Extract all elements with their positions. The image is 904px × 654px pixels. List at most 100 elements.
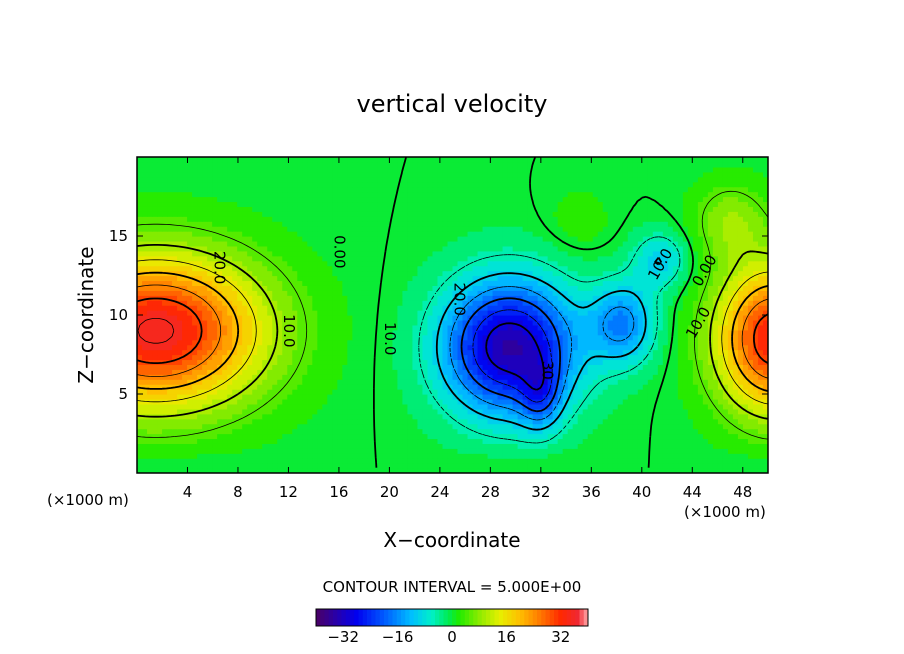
field-cell: [462, 428, 469, 435]
field-cell: [267, 403, 273, 410]
field-cell: [727, 359, 734, 365]
field-cell: [522, 349, 529, 356]
field-cell: [377, 403, 383, 410]
field-cell: [297, 403, 303, 410]
field-cell: [332, 369, 338, 375]
field-cell: [672, 389, 679, 395]
field-cell: [222, 349, 228, 356]
field-cell: [192, 354, 198, 361]
field-cell: [187, 443, 193, 449]
field-cell: [332, 458, 338, 464]
field-cell: [757, 423, 764, 430]
field-cell: [397, 300, 404, 306]
field-cell: [537, 423, 544, 430]
field-cell: [557, 468, 564, 473]
field-cell: [657, 398, 664, 405]
field-cell: [757, 468, 764, 473]
field-cell: [747, 285, 754, 291]
field-cell: [512, 319, 519, 326]
field-cell: [592, 295, 599, 301]
field-cell: [252, 300, 258, 306]
field-cell: [262, 458, 268, 464]
field-cell: [387, 275, 394, 282]
field-cell: [482, 418, 489, 425]
field-cell: [197, 394, 203, 400]
field-cell: [527, 433, 534, 440]
field-cell: [612, 428, 619, 435]
field-cell: [757, 448, 764, 454]
field-cell: [292, 315, 298, 321]
field-cell: [227, 438, 233, 444]
field-cell: [392, 369, 399, 375]
field-cell: [407, 403, 414, 410]
field-cell: [342, 418, 348, 425]
field-cell: [402, 418, 409, 425]
field-cell: [162, 295, 168, 301]
field-cell: [552, 359, 559, 365]
field-cell: [147, 403, 153, 410]
field-cell: [492, 319, 499, 326]
field-cell: [202, 339, 208, 346]
field-cell: [742, 334, 749, 341]
field-cell: [547, 453, 554, 459]
field-cell: [657, 300, 664, 306]
field-cell: [662, 334, 669, 341]
field-cell: [142, 339, 148, 346]
field-cell: [322, 300, 328, 306]
field-cell: [737, 339, 744, 346]
field-cell: [287, 448, 293, 454]
field-cell: [577, 300, 584, 306]
field-cell: [507, 413, 514, 420]
field-cell: [462, 295, 469, 301]
field-cell: [297, 374, 303, 380]
field-cell: [347, 300, 353, 306]
field-cell: [312, 428, 318, 435]
field-cell: [147, 428, 153, 435]
field-cell: [432, 295, 439, 301]
field-cell: [622, 319, 629, 326]
field-cell: [402, 354, 409, 361]
field-cell: [492, 354, 499, 361]
field-cell: [202, 369, 208, 375]
field-cell: [762, 394, 768, 400]
field-cell: [387, 374, 394, 380]
field-cell: [737, 418, 744, 425]
field-cell: [602, 359, 609, 365]
field-cell: [437, 398, 444, 405]
field-cell: [442, 374, 449, 380]
field-cell: [257, 295, 263, 301]
field-cell: [327, 468, 333, 473]
field-cell: [197, 433, 203, 440]
field-cell: [177, 374, 183, 380]
field-cell: [287, 398, 293, 405]
field-cell: [312, 364, 318, 370]
field-cell: [652, 280, 659, 286]
field-cell: [372, 468, 378, 473]
field-cell: [547, 339, 554, 346]
field-cell: [517, 324, 524, 331]
field-cell: [382, 280, 388, 286]
field-cell: [427, 295, 434, 301]
field-cell: [527, 379, 534, 385]
field-cell: [282, 305, 288, 311]
field-cell: [367, 463, 373, 469]
field-cell: [417, 374, 424, 380]
field-cell: [672, 315, 679, 321]
field-cell: [302, 275, 308, 282]
field-cell: [387, 310, 394, 316]
field-cell: [152, 408, 158, 415]
field-cell: [717, 433, 724, 440]
field-cell: [562, 329, 569, 336]
field-cell: [257, 310, 263, 316]
field-cell: [237, 324, 243, 331]
field-cell: [532, 394, 539, 400]
field-cell: [317, 315, 323, 321]
field-cell: [442, 324, 449, 331]
field-cell: [752, 300, 759, 306]
field-cell: [302, 433, 308, 440]
field-cell: [727, 384, 734, 390]
field-cell: [512, 468, 519, 473]
field-cell: [552, 339, 559, 346]
field-cell: [582, 324, 589, 331]
field-cell: [392, 339, 399, 346]
